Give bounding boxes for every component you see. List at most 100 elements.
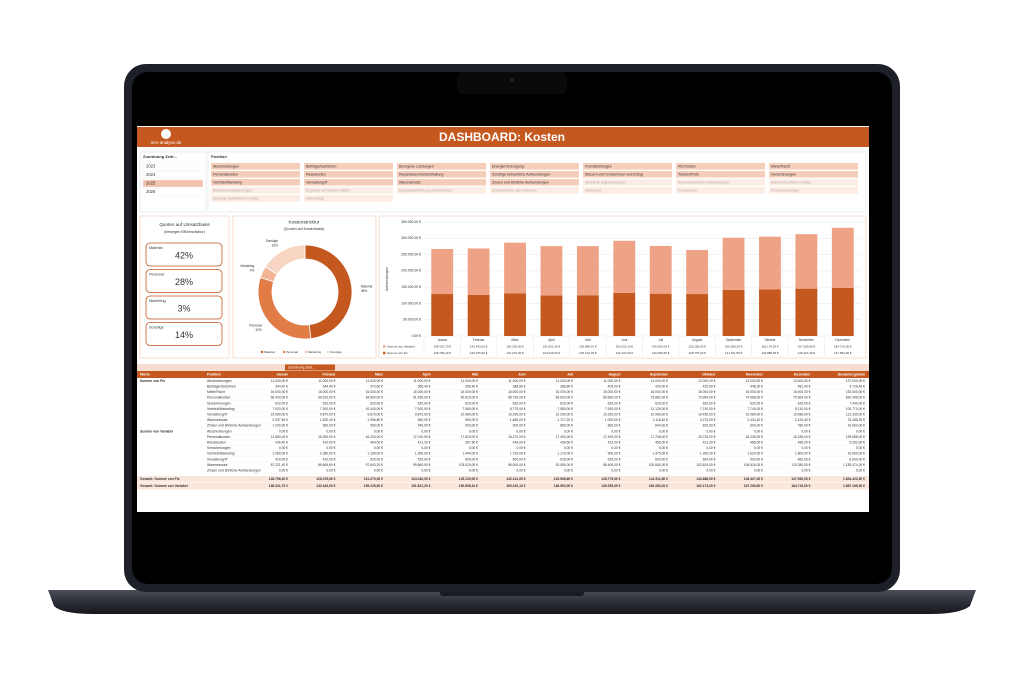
slicer-item[interactable] xyxy=(211,179,300,186)
slicer-item-label: Versicherungen xyxy=(771,172,796,176)
cell: 8.110,00 € xyxy=(795,407,811,411)
cell: 7.580,00 € xyxy=(462,407,478,411)
slicer-item[interactable] xyxy=(211,163,300,170)
slicer-item[interactable] xyxy=(676,163,765,170)
y-tick-label: 300.000,00 € xyxy=(401,236,421,240)
kpi-card xyxy=(145,322,223,346)
kpi-label: Sonstige xyxy=(149,326,164,330)
bar-segment xyxy=(504,293,526,336)
cell: 620,00 € xyxy=(465,401,478,405)
cell: 11.000,00 € xyxy=(366,379,383,383)
table-filter-field[interactable] xyxy=(285,364,335,371)
slicer-item[interactable] xyxy=(769,179,858,186)
slicer-item[interactable] xyxy=(142,171,204,179)
cell: 0,00 € xyxy=(374,429,383,433)
slicer-item[interactable] xyxy=(769,163,858,170)
slicer-item-label: Aktivierte Eigenleistungen xyxy=(585,180,626,184)
cell: 11.000,00 € xyxy=(556,379,573,383)
cell: 1.350,00 € xyxy=(415,452,431,456)
slicer-item-label: Miete/Pacht xyxy=(771,164,790,168)
slicer-item[interactable] xyxy=(304,187,393,194)
kpi-label: Material xyxy=(149,246,163,250)
slicer-item[interactable] xyxy=(142,162,204,171)
cell: 192.000,00 € xyxy=(846,390,865,394)
slicer-item-label: Ergebnis vor Steuern (EBT) xyxy=(306,188,350,192)
cell: 525,00 € xyxy=(370,457,383,461)
cell: 0,00 € xyxy=(856,468,865,472)
slicer-item[interactable] xyxy=(304,195,393,202)
slicer-item[interactable] xyxy=(397,179,486,186)
slicer-item[interactable] xyxy=(142,188,204,196)
cell: 820.496,00 € xyxy=(846,396,865,400)
slicer-item[interactable] xyxy=(583,187,672,194)
slicer-item[interactable] xyxy=(211,187,300,194)
cell: 16.000,00 € xyxy=(461,390,479,394)
kpi-card xyxy=(145,242,223,267)
cell: 860,00 € xyxy=(608,424,621,428)
cell: 15.390,00 € xyxy=(318,435,336,439)
total-cell: 151.821,20 € xyxy=(411,484,430,488)
cell: 1.830,40 € xyxy=(320,418,336,422)
cell: 9.870,00 € xyxy=(415,412,431,416)
data-label: 128.775,00 € xyxy=(688,351,706,355)
kpi-label: Marketing xyxy=(149,299,166,303)
slicer-item[interactable] xyxy=(304,179,393,186)
data-label: 155.225,00 € xyxy=(506,344,524,348)
kpi-title: Quoten auf Umsatzbasis xyxy=(159,222,210,227)
legend-label: Personal xyxy=(286,350,298,354)
cell: 660,00 € xyxy=(798,457,811,461)
slicer-item[interactable] xyxy=(490,179,579,186)
total-cell: 147.590,00 € xyxy=(791,477,810,481)
slicer-item[interactable] xyxy=(397,187,486,194)
cell: 0,00 € xyxy=(611,446,620,450)
row-position: Verwaltung/IT xyxy=(207,457,228,461)
slicer-item[interactable] xyxy=(490,187,579,194)
cell: 16.000,00 € xyxy=(318,390,336,394)
cell: 7.920,00 € xyxy=(320,407,336,411)
cell: 0,00 € xyxy=(279,468,288,472)
x-tick-label: Februar xyxy=(473,338,485,342)
cell: 421,20 € xyxy=(418,440,431,444)
slicer-item[interactable] xyxy=(769,171,858,178)
cell: 60.610,00 € xyxy=(318,396,336,400)
row-position: Miete/Pacht xyxy=(207,390,225,394)
slicer-item[interactable] xyxy=(676,187,765,194)
row-position: Abschreibungen xyxy=(207,429,232,433)
slicer-item[interactable] xyxy=(676,171,765,178)
cell: 16.000,00 € xyxy=(271,390,289,394)
cell: 17.820,00 € xyxy=(461,435,479,439)
data-label: 146.553,00 € xyxy=(652,344,670,348)
cell: 900,00 € xyxy=(608,452,621,456)
slicer-item[interactable] xyxy=(490,171,579,178)
column-header: April xyxy=(423,373,431,377)
cell: 0,00 € xyxy=(279,429,288,433)
slicer-item-label: Steuern vom Einkommen und Ertrag xyxy=(585,172,643,176)
slicer-item[interactable] xyxy=(211,171,300,178)
slicer-item[interactable] xyxy=(304,163,393,170)
slicer-item[interactable] xyxy=(397,171,486,178)
slicer-item[interactable] xyxy=(490,163,579,170)
x-tick-label: November xyxy=(799,338,815,342)
cell: 1.996,80 € xyxy=(367,418,383,422)
slicer-item[interactable] xyxy=(583,163,672,170)
slicer-item[interactable] xyxy=(397,163,486,170)
cell: 0,00 € xyxy=(801,446,810,450)
slicer-item[interactable] xyxy=(583,179,672,186)
cell: 600,00 € xyxy=(703,457,716,461)
data-label: 145.427,40 € xyxy=(798,351,816,355)
slicer-item[interactable] xyxy=(304,171,393,178)
total-cell: 146.553,00 € xyxy=(554,484,573,488)
cell: 10.440,00 € xyxy=(366,407,384,411)
slicer-item[interactable] xyxy=(769,187,858,194)
slicer-item[interactable] xyxy=(211,195,300,202)
cell: 421,20 € xyxy=(703,440,716,444)
bar-segment xyxy=(467,248,490,295)
column-header: Mai xyxy=(472,373,478,377)
x-tick-label: Mai xyxy=(585,338,590,342)
slicer-item[interactable] xyxy=(142,179,204,188)
cell: 1.080,00 € xyxy=(320,452,336,456)
slicer-item[interactable] xyxy=(583,171,672,178)
slicer-item[interactable] xyxy=(676,179,765,186)
cell: 920,00 € xyxy=(465,424,478,428)
total-row xyxy=(137,483,869,490)
